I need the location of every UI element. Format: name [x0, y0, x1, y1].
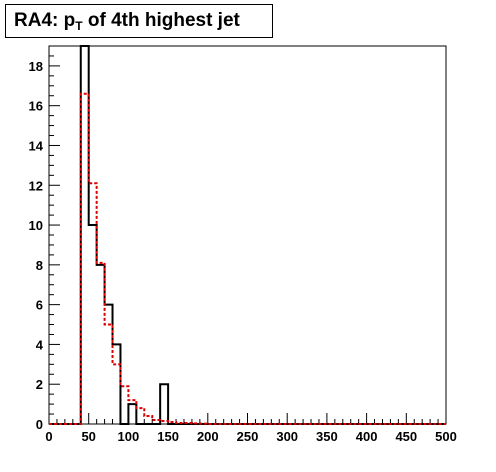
y-tick-label: 12 [29, 178, 43, 193]
y-tick-label: 10 [29, 218, 43, 233]
x-tick-label: 150 [157, 429, 179, 444]
x-tick-label: 200 [197, 429, 219, 444]
x-tick-label: 300 [276, 429, 298, 444]
x-tick-label: 350 [316, 429, 338, 444]
y-tick-label: 8 [36, 258, 43, 273]
y-tick-label: 14 [29, 138, 44, 153]
chart-title-box: RA4: pT of 4th highest jet [5, 4, 273, 38]
y-tick-label: 4 [36, 337, 44, 352]
histogram-series-solid [49, 45, 446, 425]
y-tick-label: 6 [36, 298, 43, 313]
axes [48, 45, 447, 425]
series [49, 45, 446, 425]
x-tick-label: 250 [237, 429, 259, 444]
y-tick-label: 16 [29, 99, 43, 114]
y-tick-label: 2 [36, 377, 43, 392]
chart-title-subscript: T [75, 19, 83, 34]
chart-title: RA4: pT of 4th highest jet [14, 10, 240, 33]
y-tick-label: 0 [36, 417, 43, 432]
x-tick-label: 0 [45, 429, 52, 444]
chart-title-rest: of 4th highest jet [82, 10, 240, 31]
x-tick-label: 400 [356, 429, 378, 444]
x-tick-label: 450 [395, 429, 417, 444]
ticks [48, 45, 447, 425]
histogram-series-dotted [49, 92, 446, 425]
x-tick-label: 50 [81, 429, 95, 444]
chart-title-main: RA4: p [14, 10, 76, 31]
x-tick-label: 100 [118, 429, 140, 444]
y-tick-label: 18 [29, 59, 43, 74]
tick-labels: 0 50 100 150 200 250 300 350 400 450 500 0 2 4 6 8 10 12 1… [29, 59, 457, 444]
plot-frame [48, 45, 447, 425]
x-tick-label: 500 [435, 429, 457, 444]
